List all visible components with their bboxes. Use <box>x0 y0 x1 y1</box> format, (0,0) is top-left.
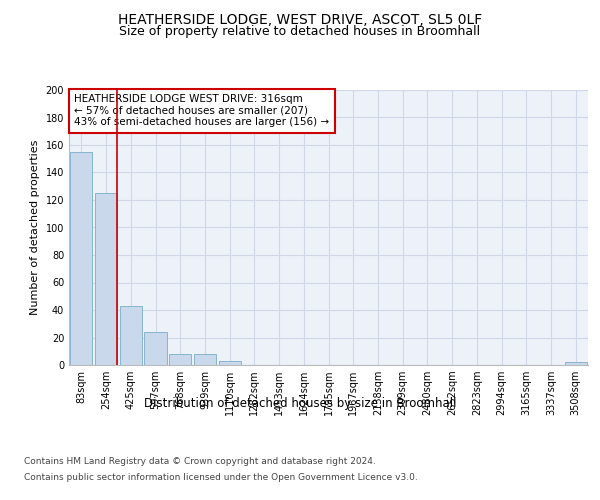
Bar <box>565 362 587 365</box>
Text: Distribution of detached houses by size in Broomhall: Distribution of detached houses by size … <box>144 398 456 410</box>
Text: Contains public sector information licensed under the Open Government Licence v3: Contains public sector information licen… <box>24 472 418 482</box>
Bar <box>70 152 92 365</box>
Text: Contains HM Land Registry data © Crown copyright and database right 2024.: Contains HM Land Registry data © Crown c… <box>24 458 376 466</box>
Text: HEATHERSIDE LODGE WEST DRIVE: 316sqm
← 57% of detached houses are smaller (207)
: HEATHERSIDE LODGE WEST DRIVE: 316sqm ← 5… <box>74 94 329 128</box>
Bar <box>218 361 241 365</box>
Text: HEATHERSIDE LODGE, WEST DRIVE, ASCOT, SL5 0LF: HEATHERSIDE LODGE, WEST DRIVE, ASCOT, SL… <box>118 12 482 26</box>
Bar <box>119 306 142 365</box>
Bar <box>194 354 216 365</box>
Bar <box>169 354 191 365</box>
Bar <box>145 332 167 365</box>
Bar <box>95 193 117 365</box>
Text: Size of property relative to detached houses in Broomhall: Size of property relative to detached ho… <box>119 25 481 38</box>
Y-axis label: Number of detached properties: Number of detached properties <box>30 140 40 315</box>
